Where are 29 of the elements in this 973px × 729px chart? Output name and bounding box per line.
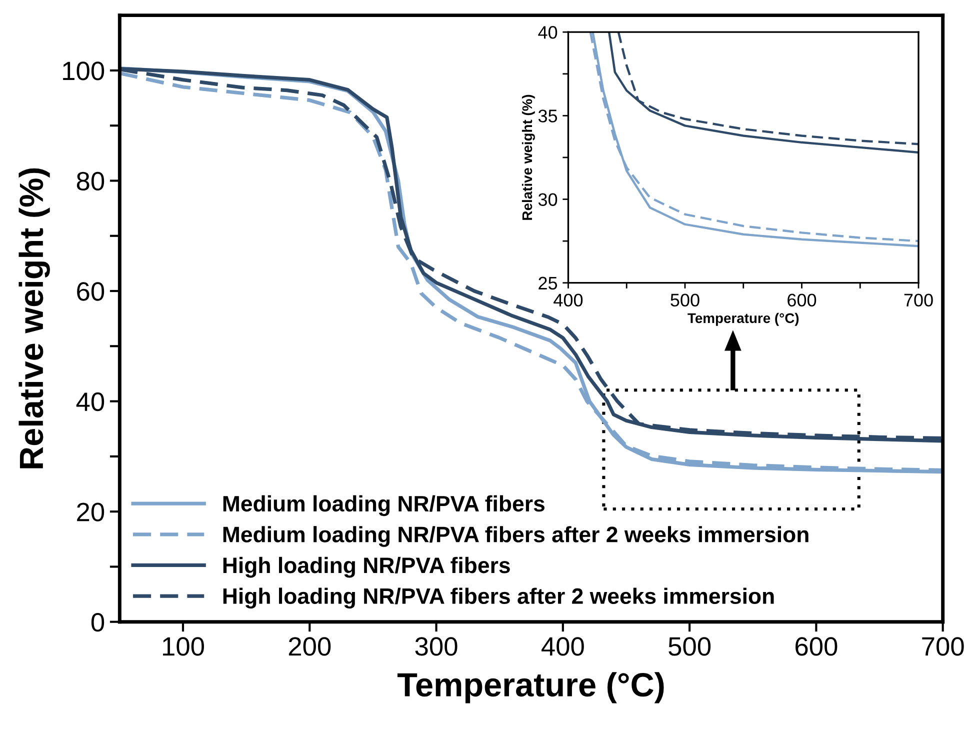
x-tick-label: 700 bbox=[922, 637, 964, 656]
x-tick-label: 400 bbox=[554, 294, 583, 307]
x-tick-label: 600 bbox=[788, 294, 816, 307]
x-axis-title: Temperature (°C) bbox=[397, 672, 664, 704]
x-tick-label: 700 bbox=[904, 294, 933, 307]
x-tick-label: 300 bbox=[415, 637, 458, 656]
y-tick-label: 0 bbox=[91, 612, 104, 632]
x-tick-label: 100 bbox=[163, 637, 204, 656]
legend-label: Medium loading NR/PVA fibers after 2 weeks immersion bbox=[223, 526, 808, 547]
x-tick-label: 500 bbox=[668, 637, 711, 656]
x-tick-label: 600 bbox=[796, 637, 838, 656]
y-tick-label: 40 bbox=[538, 26, 558, 39]
y-tick-label: 20 bbox=[77, 502, 104, 522]
x-tick-label: 400 bbox=[542, 637, 584, 656]
legend-label: Medium loading NR/PVA fibers bbox=[223, 495, 544, 516]
y-tick-label: 40 bbox=[76, 392, 104, 412]
y-tick-label: 80 bbox=[76, 172, 104, 191]
y-tick-label: 35 bbox=[538, 110, 558, 122]
y-axis-title: Relative weight (%) bbox=[18, 168, 50, 468]
y-tick-label: 100 bbox=[63, 62, 104, 80]
y-tick-label: 30 bbox=[538, 193, 558, 206]
legend-label: High loading NR/PVA fibers bbox=[223, 556, 510, 578]
y-axis-title: Relative weight (%) bbox=[522, 94, 535, 220]
x-tick-label: 500 bbox=[670, 294, 700, 307]
legend-label: High loading NR/PVA fibers after 2 weeks immersion bbox=[223, 588, 774, 609]
x-tick-label: 200 bbox=[288, 637, 331, 656]
y-tick-label: 25 bbox=[538, 276, 558, 290]
y-tick-label: 60 bbox=[77, 282, 104, 301]
x-axis-title: Temperature (°C) bbox=[688, 312, 799, 326]
